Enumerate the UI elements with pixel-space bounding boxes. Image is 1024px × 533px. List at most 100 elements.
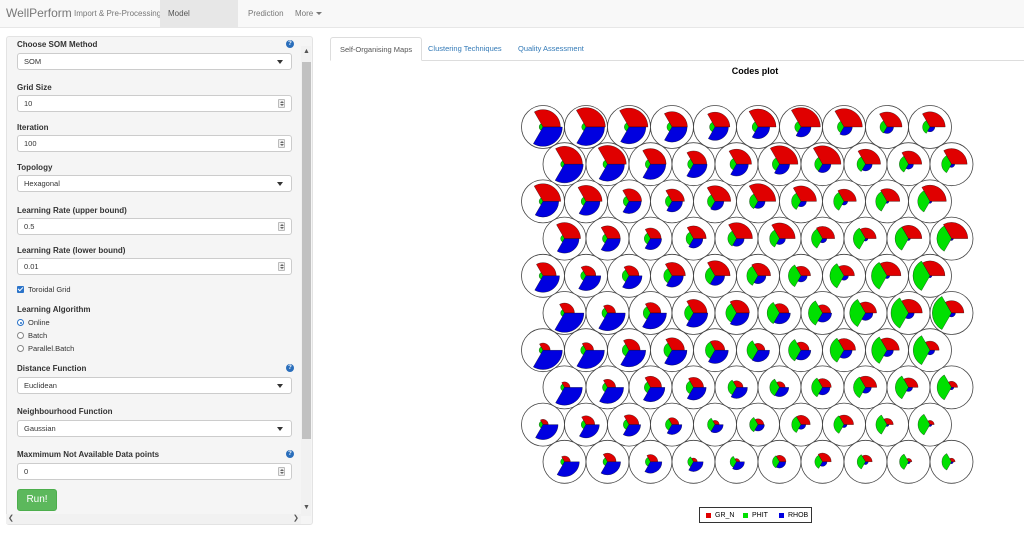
som-segment [620,350,646,368]
lr-lower-input[interactable]: 0.01 [17,258,292,275]
som-segment [556,461,580,477]
som-segment [899,453,909,470]
som-segment [883,126,894,134]
tab-clustering-techniques[interactable]: Clustering Techniques [428,44,502,53]
som-segment [644,461,663,474]
som-segment [906,387,913,392]
som-segment [859,227,877,239]
som-segment [665,188,685,202]
sidebar-scroll-thumb[interactable] [302,62,311,439]
som-segment [927,126,935,132]
som-segment [813,145,842,165]
som-segment [642,312,667,330]
som-segment [928,201,933,204]
scroll-left-icon[interactable]: ❮ [8,515,14,522]
som-segment [598,312,626,331]
som-segment [895,375,909,400]
som-segment [818,387,831,396]
som-segment [706,185,731,202]
nav-more-label: More [295,9,314,18]
som-segment [922,111,946,128]
som-segment [746,265,759,286]
som-segment [644,227,662,239]
nav-import[interactable]: Import & Pre-Processing [74,9,162,18]
som-segment [664,350,688,366]
radio-parallel-batch[interactable] [17,345,24,352]
spinner-icon[interactable] [278,467,285,476]
som-segment [907,461,911,464]
som-segment [841,275,849,281]
som-segment [749,193,759,209]
som-segment [746,340,759,360]
som-segment [950,238,954,241]
radio-batch[interactable] [17,332,24,339]
legend-swatch [779,512,784,518]
som-segment [686,387,707,401]
som-segment [837,188,857,202]
toroidal-checkbox[interactable] [17,286,24,293]
scroll-up-icon[interactable]: ▲ [303,48,310,55]
sidebar-horizontal-scrollbar[interactable] [6,514,301,524]
som-segment [599,387,624,404]
som-segment [730,387,748,399]
som-segment [901,150,922,165]
som-segment [936,374,952,401]
nav-more[interactable]: More [287,0,330,27]
tab-quality-assessment[interactable]: Quality Assessment [518,44,584,53]
distance-value: Euclidean [24,381,57,390]
run-button[interactable]: Run! [17,489,57,511]
som-segment [949,312,956,318]
grid-size-value: 10 [24,99,33,108]
max-na-input[interactable]: 0 [17,463,292,480]
som-segment [776,461,786,469]
spinner-icon[interactable] [278,99,285,108]
nav-prediction[interactable]: Prediction [248,9,284,18]
som-segment [875,414,888,435]
som-segment [772,455,780,469]
som-segment [894,226,909,251]
spinner-icon[interactable] [278,222,285,231]
neighbourhood-select[interactable]: Gaussian [17,420,292,437]
som-segment [622,188,642,202]
som-method-label: Choose SOM Method [17,40,98,49]
som-segment [776,238,786,245]
topology-select[interactable]: Hexagonal [17,175,292,192]
som-segment [922,120,931,134]
som-segment [820,238,827,243]
spinner-icon[interactable] [278,262,285,271]
iteration-label: Iteration [17,123,49,132]
toroidal-label: Toroidal Grid [28,285,71,294]
grid-size-input[interactable]: 10 [17,95,292,112]
help-icon[interactable]: ? [286,364,294,372]
som-segment [837,338,856,351]
som-segment [536,262,557,276]
som-segment [686,312,708,328]
som-segment [642,164,666,180]
som-segment [533,183,561,202]
som-segment [664,111,688,128]
radio-online[interactable] [17,319,24,326]
neighbourhood-label: Neighbourhood Function [17,407,113,416]
som-segment [748,108,777,128]
som-segment [555,146,583,165]
help-icon[interactable]: ? [286,450,294,458]
lr-lower-value: 0.01 [24,262,39,271]
help-icon[interactable]: ? [286,40,294,48]
spinner-icon[interactable] [278,139,285,148]
som-segment [710,424,724,433]
brand-logo[interactable]: WellPerform [6,6,72,20]
scroll-right-icon[interactable]: ❯ [293,515,299,522]
som-segment [932,296,952,330]
distance-select[interactable]: Euclidean [17,377,292,394]
som-method-select[interactable]: SOM [17,53,292,70]
chevron-down-icon [277,427,283,431]
iteration-input[interactable]: 100 [17,135,292,152]
scroll-down-icon[interactable]: ▼ [303,504,310,511]
tab-self-organising-maps[interactable]: Self-Organising Maps [330,37,423,61]
nav-model-development[interactable]: Model Development [160,0,238,45]
som-segment [600,238,621,252]
som-segment [664,126,688,143]
som-segment [686,150,707,165]
som-segment [795,350,812,361]
lr-upper-input[interactable]: 0.5 [17,218,292,235]
